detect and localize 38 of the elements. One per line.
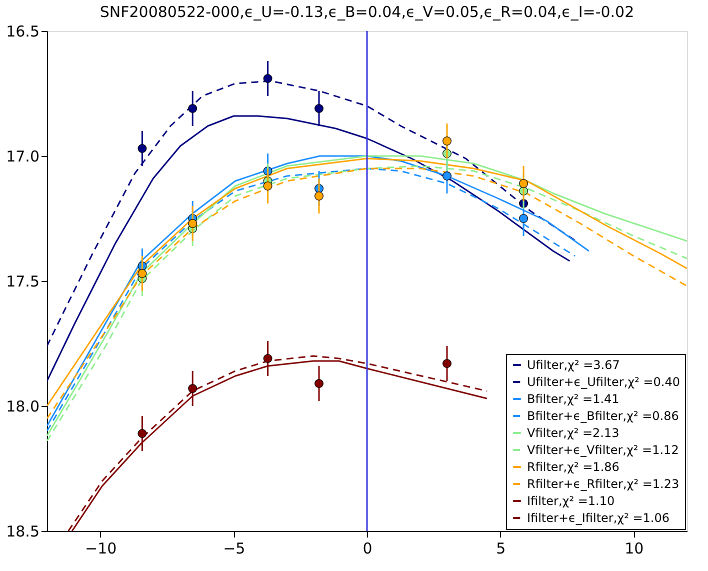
legend-label: Bfilter,χ² =1.41 <box>527 392 620 406</box>
x-tick-label: 10 <box>624 540 644 558</box>
legend-label: Ufilter,χ² =3.67 <box>527 358 620 372</box>
point <box>442 172 452 180</box>
legend-label: Ufilter+ϵ_Ufilter,χ² =0.40 <box>527 375 680 389</box>
y-tick-label: 17.0 <box>6 148 40 166</box>
legend-label: Rfilter+ϵ_Rfilter,χ² =1.23 <box>527 477 680 491</box>
point <box>442 359 452 368</box>
point <box>519 214 528 223</box>
y-tick-label: 17.5 <box>6 272 40 290</box>
y-tick-label: 16.5 <box>6 22 40 40</box>
y-tick-label: 18.0 <box>6 398 40 416</box>
chart-title: SNF20080522-000,ϵ_U=-0.13,ϵ_B=0.04,ϵ_V=0.05,ϵ_R=0.04,ϵ_I=-0.02 <box>100 3 634 21</box>
point <box>263 74 272 83</box>
x-tick-label: −10 <box>85 540 117 558</box>
y-tick-label: 18.5 <box>6 522 40 540</box>
point <box>188 384 198 393</box>
legend-label: Bfilter+ϵ_Bfilter,χ² =0.86 <box>527 409 679 423</box>
point <box>263 354 272 363</box>
x-tick-label: −5 <box>223 540 246 558</box>
x-tick-label: 0 <box>362 540 372 558</box>
legend-label: Vfilter+ϵ_Vfilter,χ² =1.12 <box>527 443 679 457</box>
point <box>442 136 452 146</box>
x-tick-label: 5 <box>496 540 506 558</box>
legend-label: Vfilter,χ² =2.13 <box>527 426 620 440</box>
point <box>138 429 147 438</box>
point <box>138 144 147 153</box>
point <box>314 379 324 388</box>
legend-label: Ifilter,χ² =1.10 <box>527 494 615 508</box>
point <box>263 182 272 190</box>
point <box>314 192 324 200</box>
legend-label: Ifilter+ϵ_Ifilter,χ² =1.06 <box>527 511 670 525</box>
point <box>138 269 147 278</box>
point <box>188 219 198 228</box>
point <box>188 104 198 113</box>
point <box>519 179 528 188</box>
legend-label: Rfilter,χ² =1.86 <box>527 460 620 474</box>
point <box>314 104 324 113</box>
